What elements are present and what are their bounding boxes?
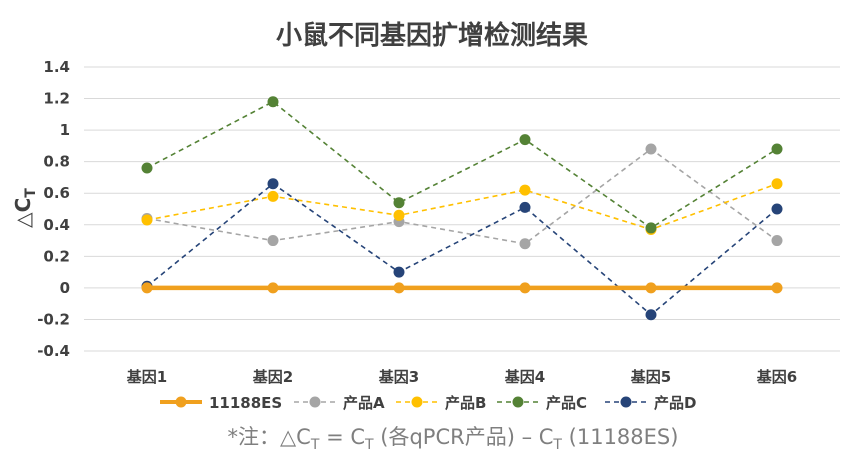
- series-5: [141, 178, 783, 321]
- legend-label: 产品C: [546, 394, 587, 412]
- legend-item: 11188ES: [160, 394, 282, 412]
- x-tick-label: 基因4: [504, 368, 545, 386]
- series-line: [146, 183, 778, 231]
- y-tick-labels: -0.4 -0.2 0 0.2 0.4 0.6 0.8 1 1.2 1.4: [37, 58, 70, 360]
- data-point: [393, 197, 405, 209]
- legend-item: 产品A: [294, 394, 385, 412]
- legend-label: 产品D: [654, 394, 696, 412]
- legend-marker: [309, 396, 321, 408]
- legend-item: 产品D: [605, 394, 696, 412]
- y-tick-label: 0: [60, 279, 70, 297]
- y-tick-label: 1.4: [43, 58, 70, 76]
- legend-item: 产品C: [497, 394, 587, 412]
- data-point: [771, 178, 783, 190]
- x-tick-label: 基因2: [252, 368, 293, 386]
- x-tick-label: 基因1: [126, 368, 167, 386]
- data-point: [519, 201, 531, 213]
- series-line: [146, 100, 778, 229]
- y-tick-label: 0.4: [43, 216, 70, 234]
- footnote: *注：△CT = CT (各qPCR产品) – CT (11188ES): [228, 425, 679, 453]
- y-tick-label: 0.8: [43, 153, 70, 171]
- y-axis-label: △CT: [11, 188, 39, 228]
- y-tick-label: 0.6: [43, 184, 70, 202]
- legend-marker: [175, 396, 187, 408]
- data-point: [645, 143, 657, 155]
- data-point: [267, 178, 279, 190]
- x-tick-label: 基因3: [378, 368, 419, 386]
- data-point: [393, 209, 405, 221]
- series-line: [146, 148, 778, 245]
- series-group: [141, 96, 783, 321]
- data-point: [519, 282, 531, 294]
- data-point: [645, 309, 657, 321]
- data-point: [267, 235, 279, 247]
- data-point: [645, 222, 657, 234]
- data-point: [393, 266, 405, 278]
- y-tick-label: 1: [60, 121, 70, 139]
- series-2: [141, 143, 783, 250]
- data-point: [645, 282, 657, 294]
- data-point: [141, 282, 153, 294]
- legend-marker: [512, 396, 524, 408]
- series-line: [146, 182, 778, 316]
- data-point: [771, 235, 783, 247]
- data-point: [393, 282, 405, 294]
- legend-label: 产品B: [445, 394, 486, 412]
- data-point: [519, 134, 531, 146]
- gridlines: [84, 66, 840, 352]
- legend: 11188ES 产品A 产品B 产品C 产品D: [160, 394, 696, 412]
- data-point: [267, 96, 279, 108]
- data-point: [267, 190, 279, 202]
- data-point: [519, 238, 531, 250]
- legend-item: 产品B: [396, 394, 486, 412]
- x-tick-label: 基因6: [756, 368, 797, 386]
- data-point: [771, 282, 783, 294]
- data-point: [771, 203, 783, 215]
- series-4: [141, 96, 783, 234]
- y-tick-label: -0.2: [37, 310, 70, 328]
- data-point: [141, 162, 153, 174]
- series-1: [141, 282, 783, 294]
- x-tick-label: 基因5: [630, 368, 671, 386]
- legend-marker: [411, 396, 423, 408]
- chart-title: 小鼠不同基因扩增检测结果: [276, 20, 588, 51]
- x-axis: 基因1 基因2 基因3 基因4 基因5 基因6: [126, 368, 797, 386]
- data-point: [267, 282, 279, 294]
- y-tick-label: 0.2: [43, 247, 70, 265]
- data-point: [141, 214, 153, 226]
- y-tick-label: -0.4: [37, 342, 70, 360]
- legend-label: 产品A: [343, 394, 385, 412]
- data-point: [771, 143, 783, 155]
- y-tick-label: 1.2: [43, 90, 70, 108]
- legend-marker: [620, 396, 632, 408]
- legend-label: 11188ES: [209, 394, 282, 412]
- data-point: [519, 184, 531, 196]
